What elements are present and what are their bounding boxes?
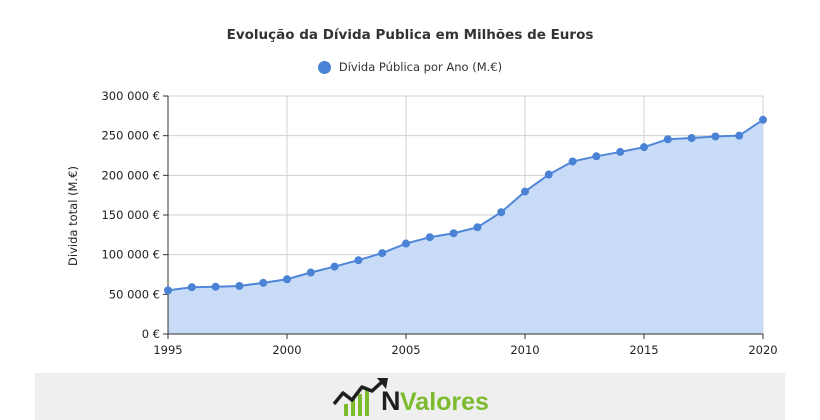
data-point[interactable] [402,239,410,248]
footer-bar [35,373,785,420]
rising-chart-icon [332,378,388,416]
data-point[interactable] [187,283,196,292]
legend-label: Dívida Pública por Ano (M.€) [338,60,503,74]
y-tick-label: 200 000 € [101,168,160,182]
data-point[interactable] [616,147,625,156]
y-tick-label: 50 000 € [109,287,160,301]
y-tick-label: 0 € [142,327,160,341]
data-point[interactable] [568,157,577,166]
data-point[interactable] [759,115,767,124]
x-tick-label: 2000 [272,343,301,357]
chart-title: Evolução da Dívida Publica em Milhões de… [226,27,594,43]
data-point[interactable] [687,134,696,143]
data-point[interactable] [521,187,529,196]
data-point[interactable] [164,286,172,295]
x-tick-label: 2020 [748,343,777,357]
data-point[interactable] [211,282,220,291]
data-point[interactable] [378,249,387,258]
x-tick-label: 1995 [153,343,182,357]
y-tick-label: 300 000 € [101,89,160,103]
logo-text: Valores [400,388,489,416]
data-point[interactable] [735,131,744,140]
data-point[interactable] [449,229,458,238]
logo-mark: N [381,386,401,416]
data-point[interactable] [711,132,720,141]
x-tick-label: 2005 [391,343,420,357]
x-tick-label: 2010 [510,343,539,357]
tick-labels: 0 € 50 000 € 100 000 € 150 000 € 200 000 € 25… [101,89,777,357]
data-point[interactable] [306,268,315,277]
chart-plot: 0 € 50 000 € 100 000 € 150 000 € 200 000 € 25… [66,89,778,357]
data-point[interactable] [283,275,291,284]
y-tick-label: 250 000 € [101,129,160,143]
data-point[interactable] [497,208,506,217]
data-point[interactable] [354,256,363,265]
x-tick-label: 2015 [629,343,658,357]
y-axis-label: Divida total (M.€) [66,166,80,266]
data-point[interactable] [640,143,648,152]
data-point[interactable] [235,282,244,291]
data-point[interactable] [663,135,672,144]
nvalores-logo[interactable]: N Valores [332,378,492,418]
y-tick-label: 100 000 € [101,248,160,262]
series-area [168,119,763,334]
data-point[interactable] [592,152,601,161]
legend-marker-icon [317,60,331,74]
data-point[interactable] [330,262,339,271]
data-point[interactable] [425,233,434,242]
data-points [164,115,767,295]
y-tick-label: 150 000 € [101,208,160,222]
data-point[interactable] [544,170,553,179]
series-line [167,118,764,292]
legend[interactable]: Dívida Pública por Ano (M.€) [0,60,820,74]
data-point[interactable] [473,223,482,232]
data-point[interactable] [259,278,268,287]
